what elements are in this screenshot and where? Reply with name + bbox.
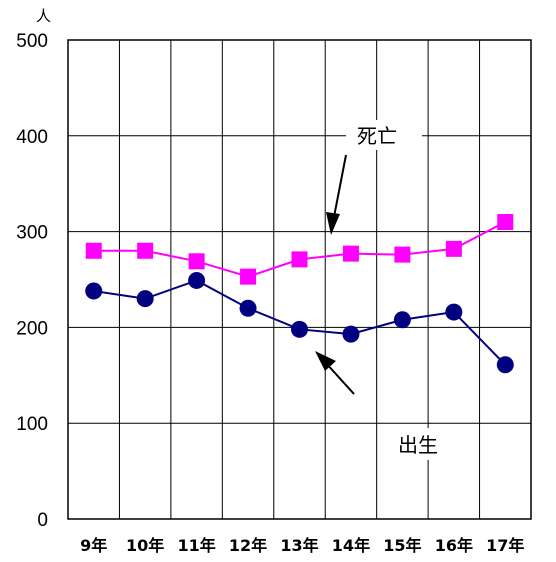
x-tick-label: 16年 (435, 536, 473, 555)
data-point-circle (188, 271, 206, 289)
x-tick-label: 17年 (486, 536, 524, 555)
data-point-circle (239, 299, 257, 317)
data-point-circle (291, 320, 308, 338)
y-tick-label: 200 (16, 318, 48, 339)
x-tick-label: 14年 (332, 536, 370, 555)
data-point-square (342, 245, 359, 262)
y-tick-label: 500 (16, 31, 48, 52)
data-point-square (497, 214, 514, 231)
x-tick-label: 10年 (126, 536, 164, 555)
x-tick-labels: 9年 10年 11年 12年 13年 14年 15年 16年 17年 (80, 536, 524, 555)
data-point-square (85, 242, 102, 259)
y-tick-labels: 0 100 200 300 400 500 (16, 31, 48, 531)
gridlines (68, 40, 531, 519)
series-death (85, 214, 514, 285)
series-birth (85, 271, 514, 374)
annotation-birth-background (391, 428, 455, 460)
data-point-square (394, 246, 411, 263)
y-tick-label: 400 (16, 127, 48, 148)
annotation-death-arrowhead (326, 212, 340, 235)
data-point-circle (85, 282, 103, 300)
annotation-birth-arrowhead (315, 351, 336, 371)
x-tick-label: 12年 (229, 536, 267, 555)
annotation-birth: 出生 (315, 351, 455, 460)
y-tick-label: 0 (37, 510, 48, 531)
data-point-square (188, 253, 205, 270)
y-tick-label: 300 (16, 223, 48, 244)
data-point-circle (136, 290, 154, 308)
annotation-death: 死亡 (326, 120, 422, 235)
y-tick-label: 100 (16, 414, 48, 435)
y-axis-unit-label: 人 (36, 7, 51, 25)
annotation-birth-arrow-shaft (324, 361, 355, 395)
x-tick-label: 15年 (383, 536, 421, 555)
annotation-death-arrow-shaft (332, 154, 347, 223)
plot-frame (67, 39, 532, 520)
annotation-death-label: 死亡 (357, 124, 397, 148)
series-layer (85, 214, 514, 374)
data-point-circle (342, 325, 360, 343)
data-point-circle (496, 356, 514, 374)
annotation-death-background (346, 120, 422, 150)
x-tick-label: 11年 (177, 536, 215, 555)
annotation-birth-label: 出生 (398, 433, 438, 457)
x-tick-label: 13年 (280, 536, 318, 555)
data-point-square (291, 251, 308, 268)
plot-area (67, 39, 532, 520)
data-point-circle (445, 303, 463, 321)
data-point-circle (393, 311, 411, 329)
data-point-square (137, 242, 154, 259)
x-tick-label: 9年 (80, 536, 107, 555)
data-point-square (445, 240, 462, 257)
data-point-square (240, 268, 257, 285)
